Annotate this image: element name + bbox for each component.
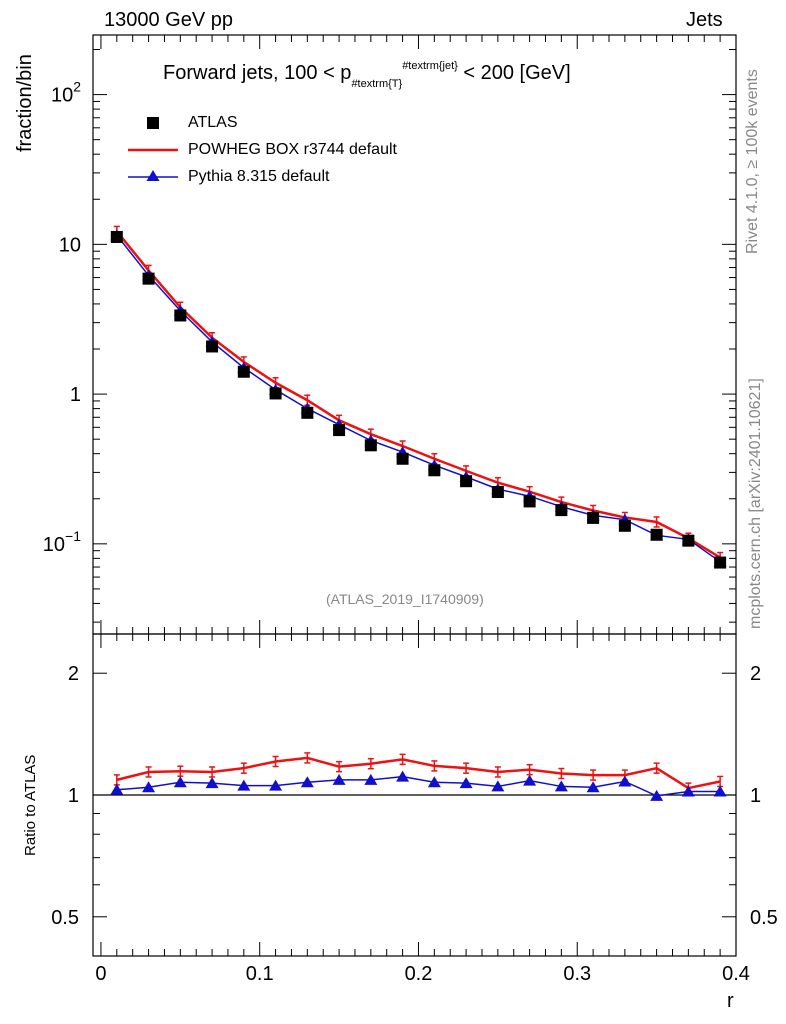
ratio-pythia-point (618, 775, 632, 787)
ratio-series-powheg (113, 752, 724, 794)
ratio-pythia-point (554, 780, 568, 792)
ratio-pythia-point (427, 776, 441, 788)
legend-pythia-label: Pythia 8.315 default (188, 168, 330, 185)
title-post: < 200 [GeV] (457, 62, 571, 84)
x-tick-label: 0.3 (563, 963, 591, 985)
powheg-line (115, 230, 721, 559)
header-left: 13000 GeV pp (104, 9, 233, 31)
ratio-pythia-point (523, 774, 537, 786)
title-pre: Forward jets, 100 < p (163, 62, 352, 84)
ratio-pythia-point (713, 785, 727, 797)
mcplots-info: mcplots.cern.ch [arXiv:2401.10621] (747, 378, 764, 629)
atlas-point (428, 464, 441, 477)
ratio-powheg-line (116, 756, 721, 790)
atlas-point (301, 406, 314, 419)
y-tick-label: 10 (59, 234, 81, 256)
ratio-axis-ticks: 0 0.1 0.2 0.3 0.4 0.5 0.5 1 1 2 2 (51, 634, 778, 985)
ratio-pythia-point (586, 781, 600, 793)
y-tick-label-left: 1 (68, 785, 79, 807)
atlas-point (650, 528, 663, 541)
ratio-pythia-point (364, 773, 378, 785)
y-tick-label-left: 0.5 (51, 907, 79, 929)
ratio-pythia-point (459, 777, 473, 789)
title-sup: #textrm{jet} (402, 60, 458, 72)
atlas-point (269, 387, 282, 400)
y-tick-label: 10−1 (43, 528, 81, 556)
y-axis-label-main: fraction/bin (14, 54, 36, 152)
series-pythia (110, 229, 727, 567)
pythia-line (116, 234, 721, 563)
atlas-point (491, 485, 504, 498)
atlas-point (555, 504, 568, 517)
ratio-pythia-point (173, 776, 187, 788)
atlas-point (364, 439, 377, 452)
atlas-point (587, 511, 600, 524)
atlas-point (618, 519, 631, 532)
atlas-point (396, 452, 409, 465)
atlas-point (206, 340, 219, 353)
legend-atlas-label: ATLAS (188, 114, 238, 131)
ratio-pythia-point (491, 780, 505, 792)
main-axis-ticks: 10−1 1 10 102 (43, 35, 737, 634)
legend-atlas-marker (147, 117, 159, 129)
x-tick-label: 0.1 (246, 963, 274, 985)
y-axis-label-ratio: Ratio to ATLAS (22, 754, 39, 856)
legend-powheg-label: POWHEG BOX r3744 default (188, 141, 397, 158)
atlas-point (174, 309, 187, 322)
atlas-point (460, 475, 473, 488)
analysis-watermark: (ATLAS_2019_I1740909) (326, 591, 484, 607)
ratio-pythia-point (332, 773, 346, 785)
atlas-point (142, 272, 155, 285)
y-tick-label: 102 (51, 79, 81, 107)
series-powheg (113, 225, 724, 564)
ratio-pythia-point (142, 781, 156, 793)
x-tick-label: 0.2 (405, 963, 433, 985)
x-axis-label: r (727, 990, 734, 1012)
legend-pythia-marker (146, 170, 160, 181)
ratio-pythia-point (205, 777, 219, 789)
legend-markers (128, 117, 178, 181)
ratio-pythia-point (237, 779, 251, 791)
y-tick-label-right: 1 (750, 785, 761, 807)
series-atlas (110, 230, 727, 569)
y-tick-label-right: 2 (750, 663, 761, 685)
atlas-point (333, 424, 346, 437)
ratio-pythia-point (110, 783, 124, 795)
y-tick-label-right: 0.5 (750, 907, 778, 929)
ratio-pythia-point (300, 776, 314, 788)
chart-title: Forward jets, 100 < p#textrm{T} #textrm{j… (163, 60, 571, 90)
ratio-pythia-point (681, 785, 695, 797)
ratio-series-pythia (110, 770, 727, 801)
header-right: Jets (686, 9, 723, 31)
atlas-point (714, 556, 727, 569)
y-tick-label: 1 (70, 384, 81, 406)
y-tick-label-left: 2 (68, 663, 79, 685)
atlas-point (110, 230, 123, 243)
title-sub: #textrm{T} (351, 78, 403, 90)
atlas-point (682, 534, 695, 547)
atlas-point (523, 495, 536, 508)
rivet-info: Rivet 4.1.0, ≥ 100k events (744, 69, 761, 254)
atlas-point (237, 365, 250, 378)
x-tick-label: 0 (95, 963, 106, 985)
x-tick-label: 0.4 (722, 963, 750, 985)
ratio-pythia-point (269, 779, 283, 791)
ratio-pythia-point (650, 789, 664, 801)
ratio-pythia-line (116, 775, 721, 797)
ratio-pythia-point (396, 770, 410, 782)
